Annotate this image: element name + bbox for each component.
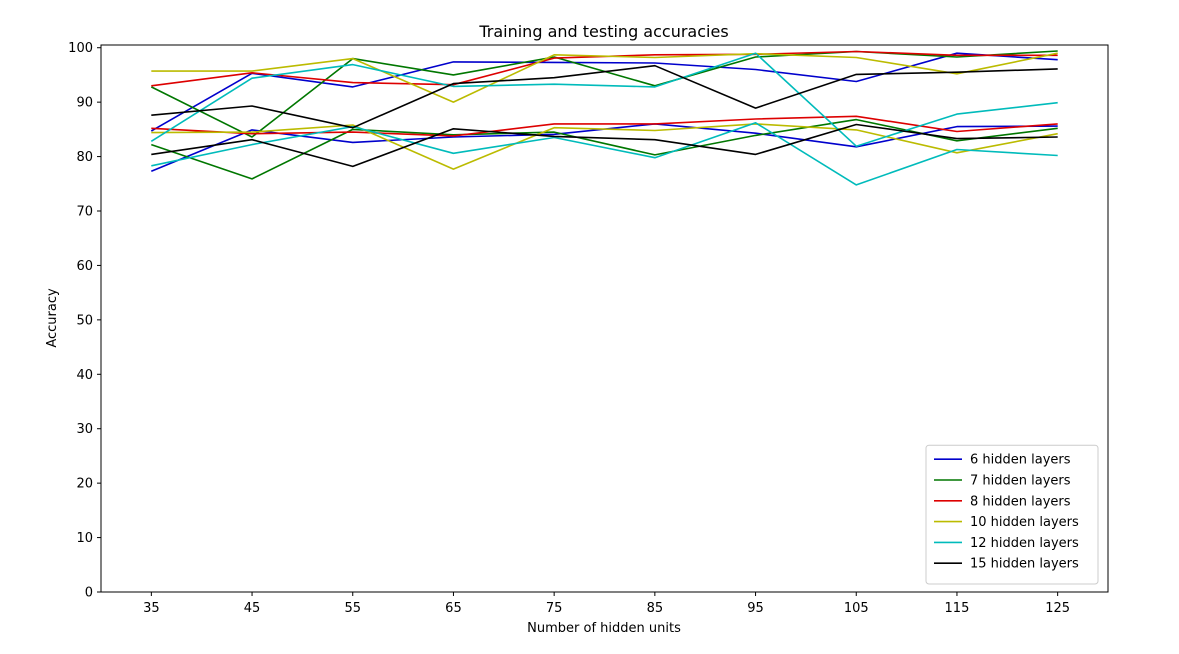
- series-line-6: [151, 52, 1058, 103]
- x-axis: 35 45 55 65 75 85 95 105 115 125: [143, 592, 1070, 616]
- y-tick-label: 70: [76, 205, 93, 220]
- x-axis-label: Number of hidden units: [527, 621, 681, 636]
- y-tick-label: 20: [76, 477, 93, 492]
- y-tick-label: 80: [76, 150, 93, 165]
- x-tick-label: 85: [647, 601, 664, 616]
- x-tick-label: 55: [344, 601, 361, 616]
- y-tick-label: 60: [76, 259, 93, 274]
- legend-label: 12 hidden layers: [970, 536, 1079, 551]
- series-line-7: [151, 123, 1058, 170]
- x-tick-label: 125: [1045, 601, 1070, 616]
- legend-label: 8 hidden layers: [970, 494, 1071, 509]
- plot-frame: [100, 44, 1109, 593]
- x-tick-label: 65: [445, 601, 462, 616]
- x-tick-label: 35: [143, 601, 160, 616]
- y-tick-label: 90: [76, 96, 93, 111]
- y-tick-label: 0: [85, 586, 93, 601]
- legend: 6 hidden layers 7 hidden layers 8 hidden l…: [925, 444, 1099, 585]
- x-tick-label: 45: [244, 601, 261, 616]
- y-tick-label: 30: [76, 422, 93, 437]
- chart-title: Training and testing accuracies: [478, 22, 728, 41]
- x-tick-label: 75: [546, 601, 563, 616]
- series-layer: [150, 50, 1058, 186]
- series-line-9: [151, 122, 1058, 186]
- legend-label: 10 hidden layers: [970, 515, 1079, 530]
- y-tick-label: 40: [76, 368, 93, 383]
- x-tick-label: 105: [844, 601, 869, 616]
- y-tick-label: 10: [76, 531, 93, 546]
- series-line-10: [151, 64, 1058, 129]
- y-axis: 0 10 20 30 40 50 60 70 80 90 100: [68, 41, 101, 601]
- x-tick-label: 115: [945, 601, 970, 616]
- legend-label: 15 hidden layers: [970, 557, 1079, 572]
- series-line-5: [151, 115, 1058, 137]
- y-axis-label: Accuracy: [45, 288, 60, 348]
- series-line-11: [151, 123, 1058, 168]
- y-tick-label: 100: [68, 41, 93, 56]
- series-line-8: [150, 52, 1058, 147]
- series-line-0: [150, 52, 1058, 132]
- legend-box: [925, 444, 1099, 585]
- y-tick-label: 50: [76, 313, 93, 328]
- legend-label: 6 hidden layers: [970, 453, 1071, 468]
- legend-label: 7 hidden layers: [970, 474, 1071, 489]
- x-tick-label: 95: [747, 601, 764, 616]
